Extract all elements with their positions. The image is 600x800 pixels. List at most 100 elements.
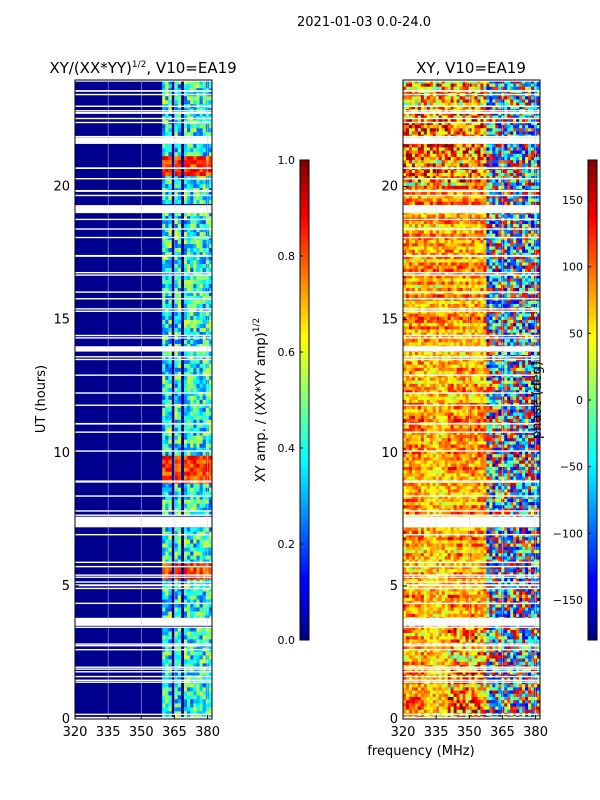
amplitude-cell: [165, 259, 169, 265]
amplitude-cell: [187, 283, 191, 288]
phase-cell: [474, 677, 478, 681]
phase-cell: [471, 603, 475, 608]
phase-cell: [492, 703, 496, 707]
amplitude-cell: [183, 319, 188, 324]
amplitude-cell: [202, 599, 207, 604]
amplitude-cell: [208, 503, 213, 508]
amplitude-cell: [168, 431, 172, 436]
phase-cell: [516, 613, 520, 618]
amplitude-cell: [187, 427, 191, 432]
phase-cell: [486, 671, 490, 675]
phase-cell: [525, 655, 529, 659]
phase-cell: [495, 543, 499, 547]
amplitude-cell: [177, 295, 182, 300]
phase-cell: [525, 530, 529, 534]
phase-cell: [480, 683, 484, 688]
phase-cell: [450, 613, 454, 618]
phase-cell: [486, 600, 490, 605]
phase-cell: [474, 658, 478, 662]
phase-cell: [510, 671, 514, 675]
amplitude-cell: [202, 611, 207, 616]
phase-cell: [510, 632, 514, 637]
amplitude-cell: [177, 215, 182, 221]
amplitude-cell: [183, 283, 188, 288]
phase-cell: [519, 530, 523, 534]
amplitude-cell: [165, 223, 169, 229]
phase-cell: [465, 671, 469, 675]
amplitude-cell: [165, 231, 169, 237]
amplitude-cell: [174, 167, 179, 173]
phase-cell: [459, 607, 463, 611]
amplitude-flag-line: [75, 584, 212, 586]
phase-cell: [403, 600, 407, 605]
amplitude-cell: [187, 359, 191, 364]
amplitude-cell: [196, 651, 200, 656]
amplitude-cell: [208, 231, 213, 237]
phase-cell: [435, 552, 440, 557]
amplitude-cell: [196, 415, 200, 420]
phase-cell: [537, 706, 541, 710]
amplitude-cell: [193, 279, 197, 284]
phase-cell: [495, 603, 499, 608]
amplitude-cell: [174, 163, 179, 169]
amplitude-cell: [183, 691, 188, 696]
amplitude-cell: [199, 243, 203, 249]
phase-cell: [504, 527, 508, 531]
phase-cell: [426, 671, 431, 675]
phase-cell: [417, 693, 422, 697]
amplitude-cell: [202, 303, 207, 308]
amplitude-cell: [174, 607, 179, 612]
phase-cell: [486, 597, 490, 602]
amplitude-cell: [208, 275, 213, 280]
phase-cell: [438, 578, 443, 582]
phase-cell: [441, 613, 445, 618]
phase-cell: [507, 530, 511, 534]
amplitude-flag-line: [75, 111, 212, 114]
phase-cell: [462, 706, 466, 710]
amplitude-cell: [202, 239, 207, 245]
phase-cell: [474, 645, 478, 650]
phase-cell: [489, 651, 493, 656]
amplitude-cell: [165, 383, 169, 388]
amplitude-cell: [193, 239, 197, 245]
phase-cell: [471, 600, 475, 605]
amplitude-cell: [208, 303, 213, 308]
amplitude-cell: [162, 123, 166, 129]
amplitude-cell: [165, 323, 169, 328]
phase-cell: [468, 549, 472, 554]
phase-cell: [438, 655, 443, 659]
phase-cell: [405, 683, 410, 688]
phase-cell: [423, 552, 428, 557]
phase-cell: [492, 603, 496, 608]
phase-cell: [516, 639, 520, 643]
phase-cell: [429, 594, 434, 598]
phase-cell: [531, 671, 535, 675]
phase-cell: [477, 597, 481, 602]
phase-cell: [507, 546, 511, 550]
amplitude-cell: [162, 80, 166, 85]
phase-cell: [423, 690, 428, 694]
amplitude-cell: [190, 131, 194, 137]
amplitude-cell: [208, 127, 213, 133]
amplitude-cell: [208, 435, 213, 440]
phase-cell: [405, 597, 410, 602]
amplitude-cell: [162, 223, 166, 229]
amplitude-cell: [177, 383, 182, 388]
phase-cell: [537, 639, 541, 643]
amplitude-cell: [174, 307, 179, 312]
amplitude-cell: [208, 631, 213, 636]
phase-cell: [435, 648, 440, 653]
amplitude-cell: [193, 219, 197, 225]
amplitude-cell: [199, 615, 203, 620]
phase-cell: [507, 584, 511, 589]
amplitude-cell: [193, 595, 197, 600]
phase-cell: [492, 696, 496, 701]
phase-cell: [495, 635, 499, 640]
phase-cell: [528, 629, 532, 634]
amplitude-cell: [193, 283, 197, 288]
amplitude-cell: [177, 687, 182, 692]
phase-cell: [480, 626, 484, 630]
phase-cell: [459, 709, 463, 713]
amplitude-cell: [165, 227, 169, 233]
phase-cell: [414, 603, 419, 608]
